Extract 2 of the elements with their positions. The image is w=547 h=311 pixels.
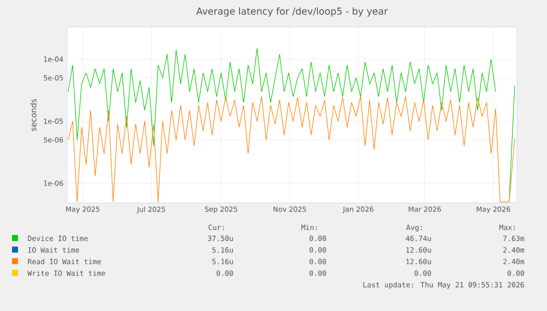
- chart-title: Average latency for /dev/loop5 - by year: [196, 7, 388, 17]
- y-axis-title: seconds: [30, 99, 36, 131]
